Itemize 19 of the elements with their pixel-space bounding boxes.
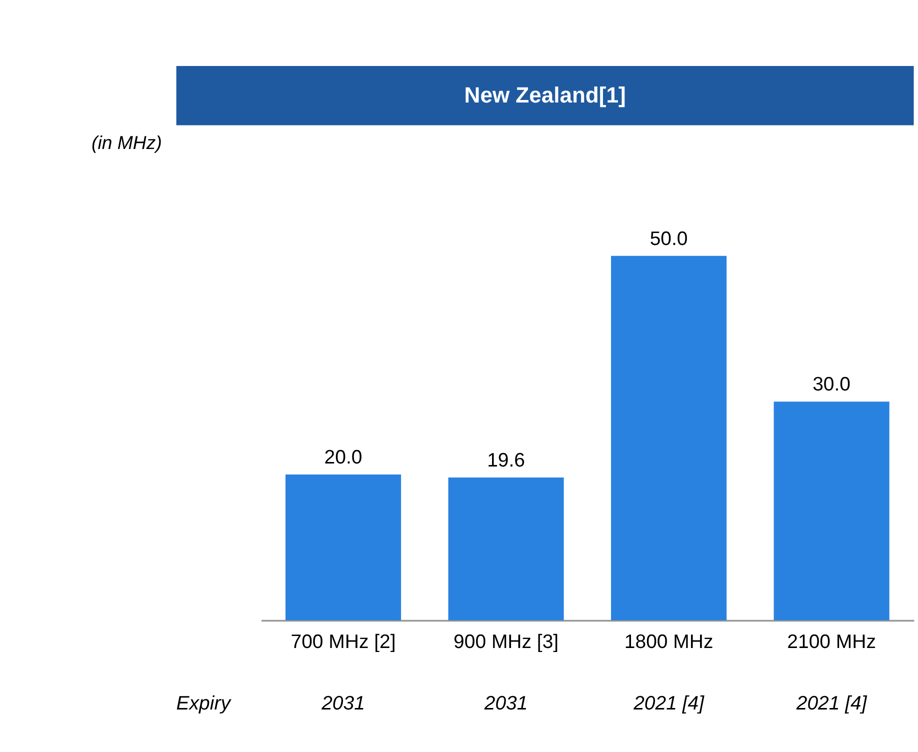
chart-title: New Zealand[1] [464, 82, 626, 108]
text: Expiry [176, 692, 232, 714]
x-tick-label: 900 MHz [3] [454, 630, 559, 653]
data-label: 19.6 [487, 449, 526, 472]
x-tick-label: 2100 MHz [787, 630, 876, 653]
bar [285, 474, 402, 620]
bar [774, 402, 890, 620]
text: 2021 [4] [632, 692, 705, 714]
text: 2021 [4] [795, 692, 868, 714]
x-tick-label: 700 MHz [2] [290, 630, 396, 653]
bar [611, 256, 727, 620]
bar [448, 477, 564, 620]
data-label: 30.0 [812, 374, 851, 396]
text: 2031 [320, 692, 365, 714]
text: 2031 [483, 692, 528, 714]
data-label: 20.0 [324, 446, 362, 469]
chart-subtitle: (in MHz) [92, 132, 162, 154]
x-tick-label: 1800 MHz [624, 630, 714, 653]
data-label: 50.0 [650, 228, 688, 250]
